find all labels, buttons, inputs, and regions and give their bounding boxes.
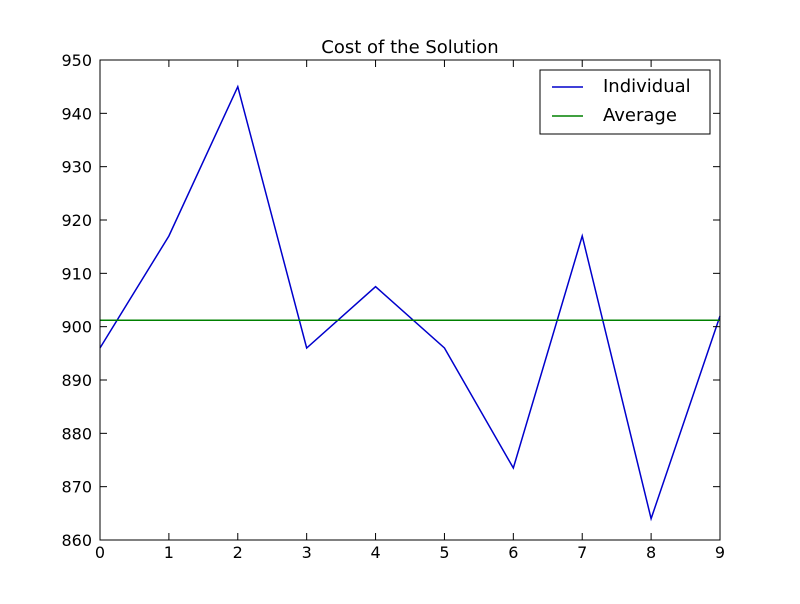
y-tick-label: 920 [61,211,92,230]
chart-title: Cost of the Solution [321,37,498,58]
x-tick-label: 3 [302,543,312,562]
y-tick-label: 880 [61,424,92,443]
legend-label-individual: Individual [603,76,691,97]
x-tick-label: 8 [646,543,656,562]
legend-label-average: Average [603,105,677,126]
y-tick-label: 950 [61,51,92,70]
legend-box [539,69,711,135]
y-tick-label: 930 [61,158,92,177]
plot-area [99,84,721,522]
x-tick-label: 5 [439,543,449,562]
legend-item-individual: Individual [552,76,691,97]
legend-item-average: Average [552,105,677,126]
y-tick-label: 860 [61,531,92,550]
x-tick-label: 0 [95,543,105,562]
x-tick-label: 1 [164,543,174,562]
x-tick-label: 7 [577,543,587,562]
axes: 0 1 2 3 4 5 6 7 8 9 860 870 880 890 900 910 920 930 940 950 [61,51,725,562]
y-tick-label: 940 [61,104,92,123]
legend: Individual Average [539,69,711,135]
y-tick-label: 900 [61,318,92,337]
x-tick-label: 2 [233,543,243,562]
series-line-individual [99,84,721,522]
y-tick-label: 890 [61,371,92,390]
x-tick-label: 6 [508,543,518,562]
x-tick-label: 9 [715,543,725,562]
y-tick-label: 910 [61,264,92,283]
plot-frame [99,59,721,541]
x-tick-label: 4 [370,543,380,562]
y-tick-label: 870 [61,478,92,497]
